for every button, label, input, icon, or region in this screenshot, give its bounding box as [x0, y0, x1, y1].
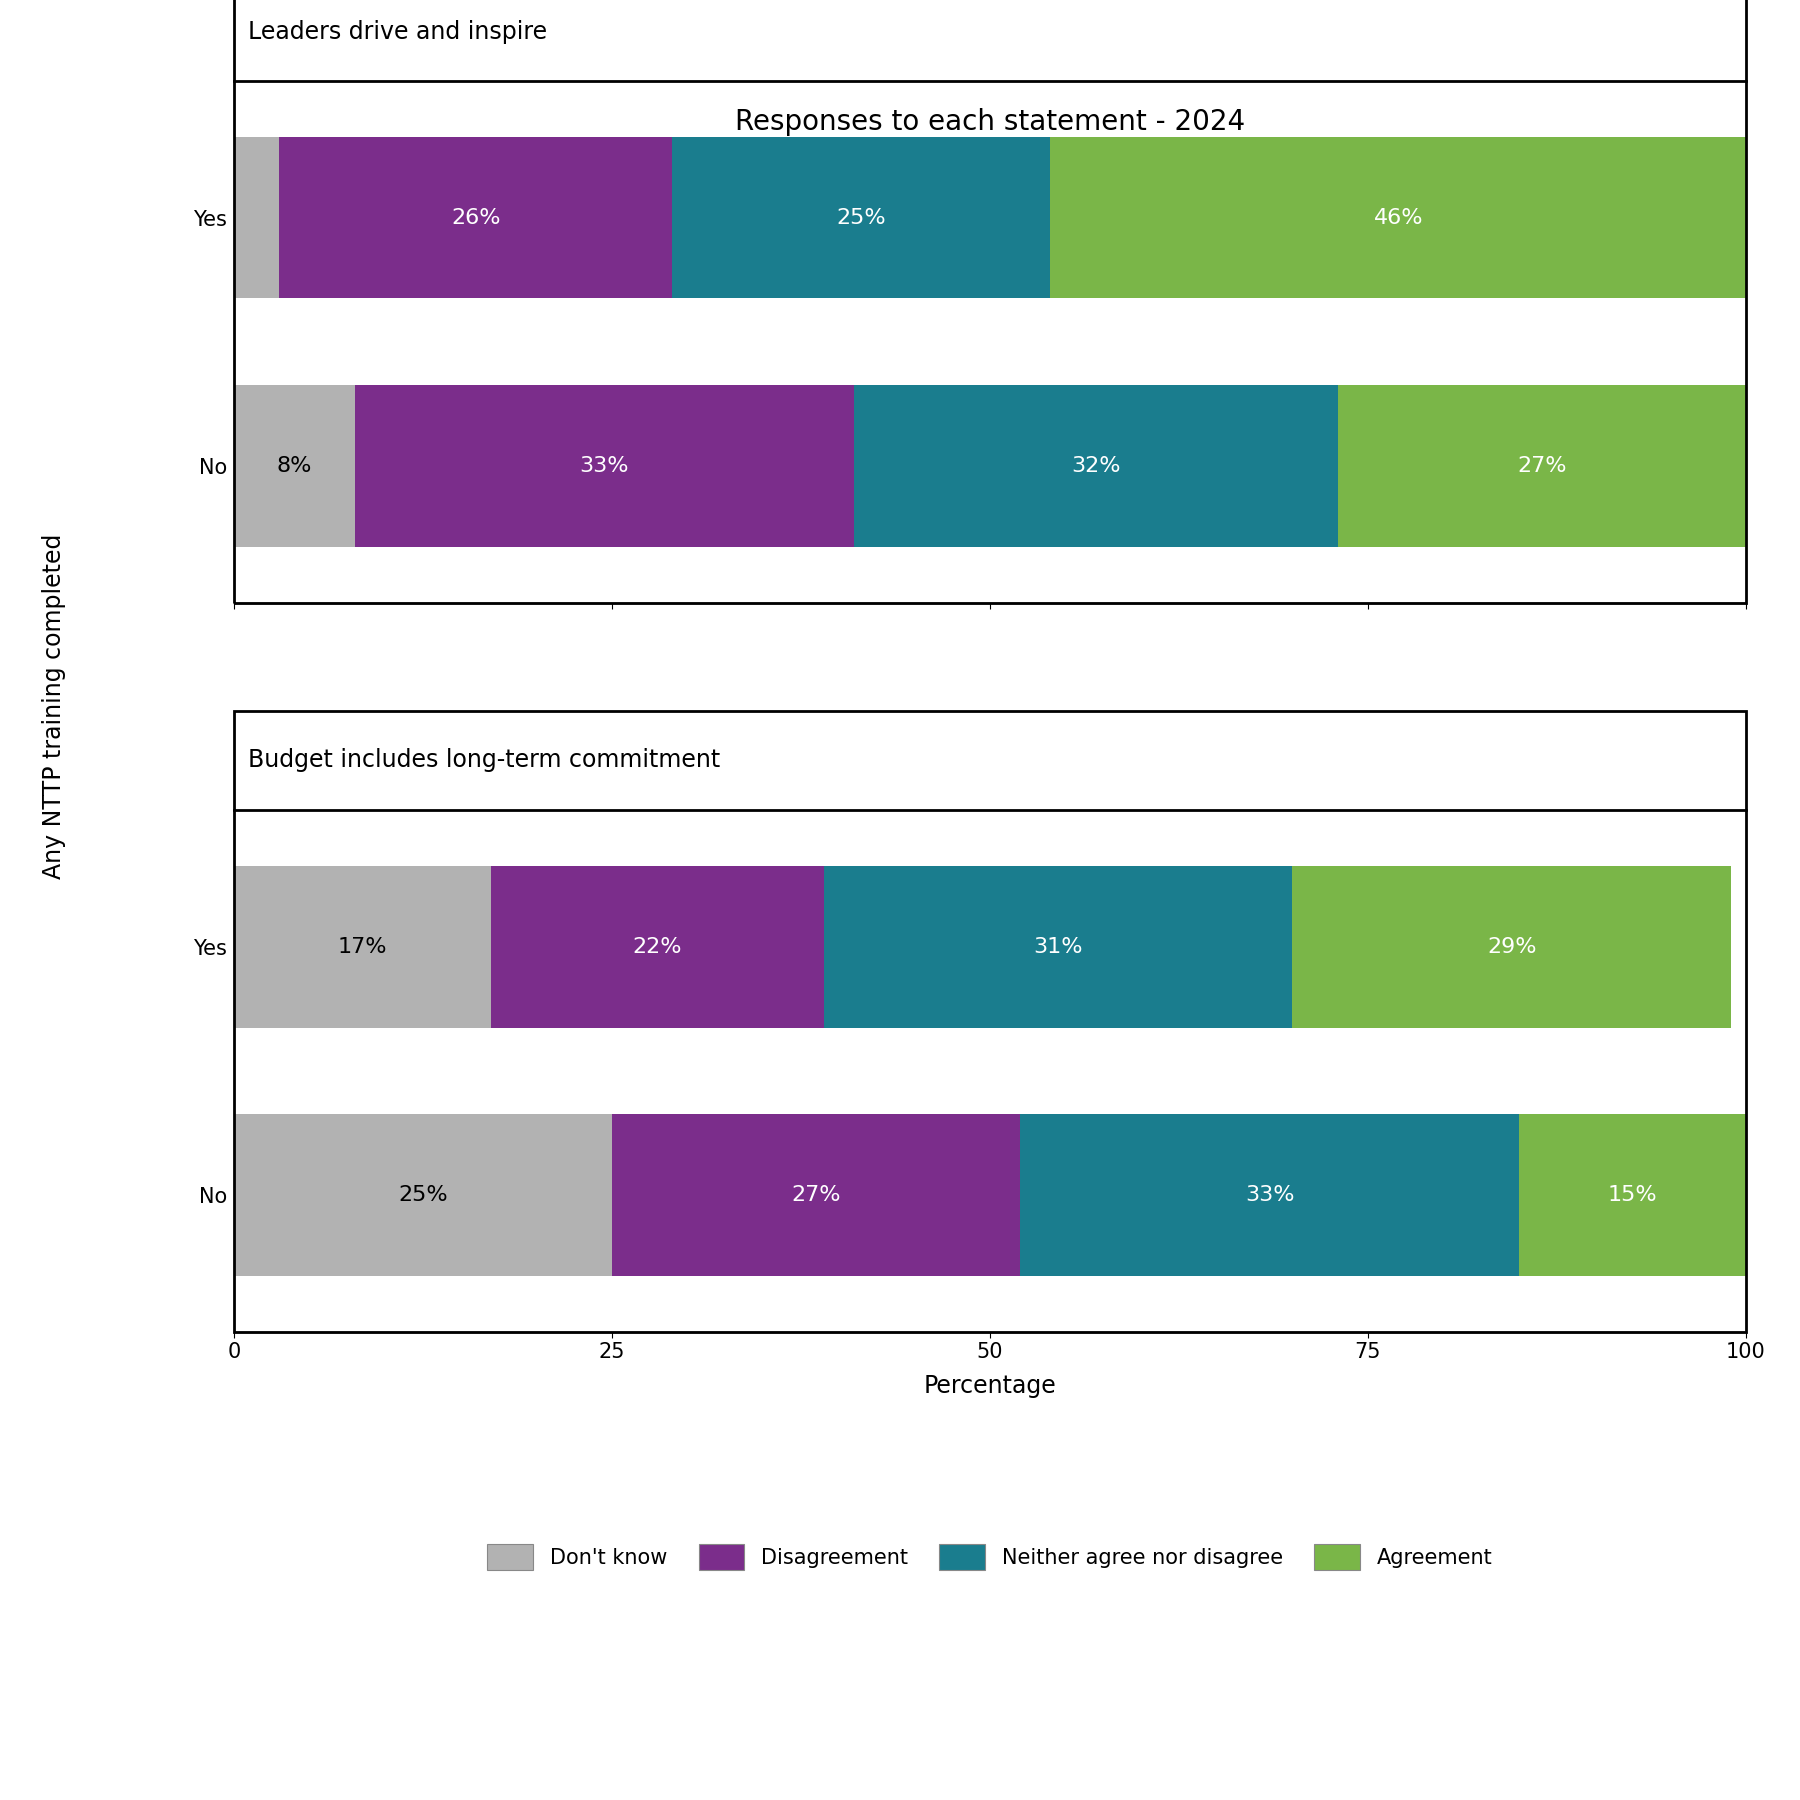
Text: Responses to each statement - 2024: Responses to each statement - 2024 — [734, 108, 1246, 137]
Text: 22%: 22% — [632, 936, 682, 958]
Text: Any NTTP training completed: Any NTTP training completed — [41, 535, 67, 878]
Bar — [1292, 866, 1732, 1028]
Text: 25%: 25% — [837, 207, 886, 229]
Bar — [234, 137, 279, 299]
Bar — [491, 866, 824, 1028]
Text: 15%: 15% — [1607, 1184, 1658, 1206]
Text: 27%: 27% — [792, 1184, 841, 1206]
X-axis label: Percentage: Percentage — [923, 1373, 1057, 1397]
Bar — [612, 1114, 1021, 1276]
Text: 33%: 33% — [580, 455, 630, 477]
Text: 26%: 26% — [452, 207, 500, 229]
Text: 32%: 32% — [1071, 455, 1121, 477]
Text: 31%: 31% — [1033, 936, 1084, 958]
Bar — [1519, 1114, 1746, 1276]
Text: 8%: 8% — [277, 455, 311, 477]
Text: 27%: 27% — [1517, 455, 1566, 477]
Text: Leaders drive and inspire: Leaders drive and inspire — [248, 20, 547, 43]
Bar — [1051, 137, 1746, 299]
Text: Budget includes long-term commitment: Budget includes long-term commitment — [248, 749, 720, 772]
Bar — [1021, 1114, 1519, 1276]
Text: 29%: 29% — [1487, 936, 1537, 958]
Text: 17%: 17% — [338, 936, 387, 958]
Bar — [234, 1114, 612, 1276]
Bar — [673, 137, 1051, 299]
Bar — [853, 385, 1337, 547]
Bar — [824, 866, 1292, 1028]
Text: 46%: 46% — [1373, 207, 1424, 229]
Bar — [355, 385, 853, 547]
Legend: Don't know, Disagreement, Neither agree nor disagree, Agreement: Don't know, Disagreement, Neither agree … — [479, 1535, 1501, 1579]
Bar — [279, 137, 673, 299]
Text: 33%: 33% — [1246, 1184, 1294, 1206]
Bar — [1337, 385, 1746, 547]
Text: 25%: 25% — [398, 1184, 448, 1206]
Bar — [234, 385, 355, 547]
Bar — [234, 866, 491, 1028]
